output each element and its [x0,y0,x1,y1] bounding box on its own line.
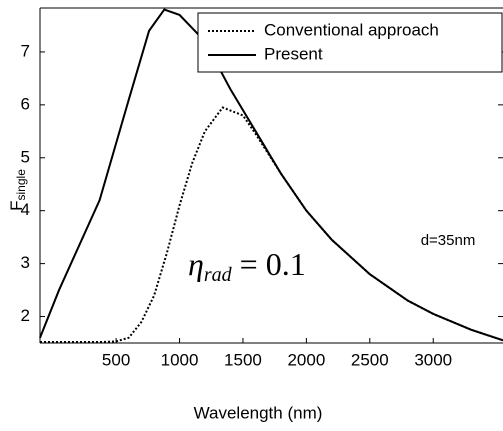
eta-symbol: η [188,246,204,282]
x-tick-label: 2000 [287,350,325,369]
legend-box [197,12,503,73]
d-annotation: d=35nm [421,232,476,249]
x-tick-label: 3000 [414,350,452,369]
y-tick-label: 3 [21,253,30,272]
eta-value: = 0.1 [240,246,306,282]
y-tick-label: 7 [21,41,30,60]
x-tick-label: 1500 [224,350,262,369]
x-tick-label: 500 [102,350,130,369]
legend-label: Present [264,44,323,63]
x-tick-label: 1000 [161,350,199,369]
y-tick-label: 5 [21,147,30,166]
eta-annotation: ηrad = 0.1 [188,246,306,285]
y-tick-label: 2 [21,306,30,325]
y-tick-label: 4 [21,200,30,219]
series-line [39,8,503,342]
eta-sub: rad [204,264,233,286]
x-tick-label: 2500 [351,350,389,369]
y-label-sub: single [14,169,28,201]
y-tick-label: 6 [21,94,30,113]
y-axis-label: Fsingle [7,169,28,211]
y-label-main: F [7,200,26,210]
legend-label: Conventional approach [264,20,439,39]
series-line [40,106,503,343]
x-axis-label: Wavelength (nm) [194,403,323,422]
